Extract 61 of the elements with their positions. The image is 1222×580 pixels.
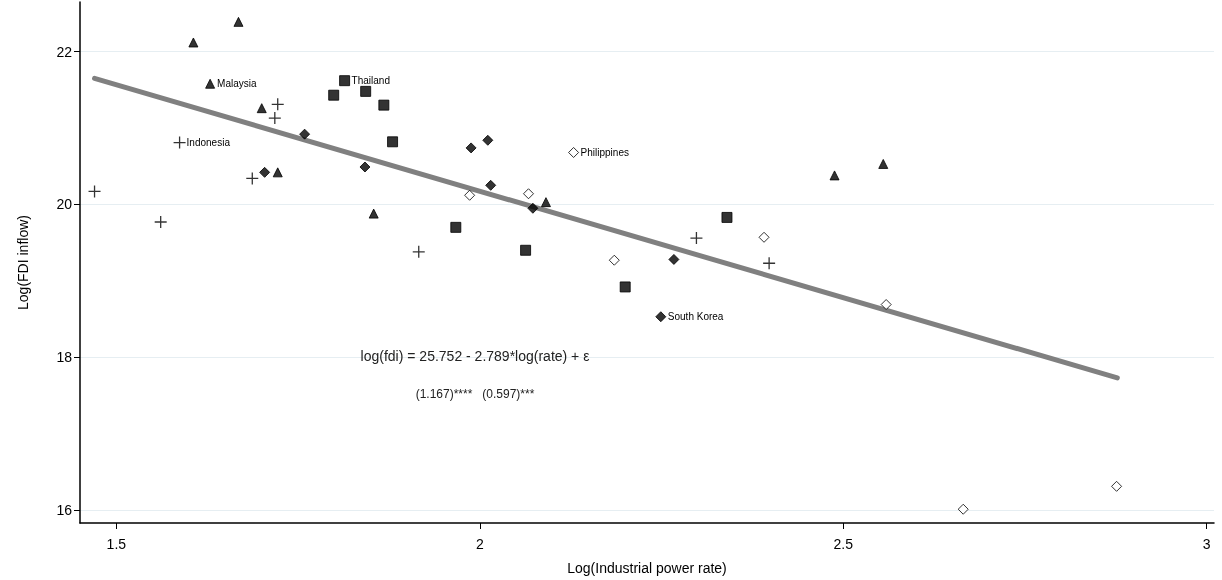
point bbox=[721, 211, 733, 223]
annotation: Philippines bbox=[580, 146, 629, 158]
x-tick-label: 3 bbox=[1202, 536, 1211, 552]
y-tick-label: 18 bbox=[56, 349, 73, 366]
point bbox=[1111, 480, 1123, 492]
point bbox=[957, 503, 969, 515]
point bbox=[689, 231, 704, 245]
point bbox=[360, 85, 372, 97]
annotation: log(fdi) = 25.752 - 2.789*log(rate) + ε bbox=[360, 348, 590, 364]
point bbox=[568, 146, 580, 158]
point bbox=[608, 254, 620, 266]
point bbox=[482, 134, 494, 146]
point bbox=[668, 253, 680, 265]
x-tick-label: 2 bbox=[475, 536, 484, 552]
x-tick-label: 2.5 bbox=[833, 536, 854, 552]
annotation: South Korea bbox=[667, 311, 724, 323]
point bbox=[233, 16, 244, 27]
point bbox=[762, 256, 776, 270]
point bbox=[829, 170, 840, 181]
point bbox=[758, 231, 770, 243]
point bbox=[188, 37, 199, 48]
annotation: Indonesia bbox=[186, 137, 231, 149]
point bbox=[359, 161, 371, 173]
point bbox=[523, 188, 535, 200]
point bbox=[368, 208, 379, 219]
point bbox=[272, 167, 283, 178]
point bbox=[328, 89, 340, 101]
point bbox=[378, 99, 390, 111]
point bbox=[878, 158, 889, 169]
annotation: (1.167)**** (0.597)*** bbox=[415, 387, 535, 401]
annotation: Thailand bbox=[351, 75, 390, 87]
point bbox=[655, 311, 667, 323]
point bbox=[154, 215, 168, 229]
y-tick-label: 16 bbox=[56, 502, 73, 519]
point bbox=[619, 281, 631, 293]
y-tick-label: 20 bbox=[56, 196, 73, 213]
point bbox=[465, 142, 477, 154]
point bbox=[485, 179, 497, 191]
y-axis-title: Log(FDI inflow) bbox=[15, 215, 31, 310]
x-tick-label: 1.5 bbox=[106, 536, 127, 552]
x-axis-title: Log(Industrial power rate) bbox=[567, 560, 727, 576]
point bbox=[245, 171, 259, 186]
point bbox=[172, 135, 187, 150]
point bbox=[268, 111, 282, 125]
point bbox=[450, 221, 462, 233]
y-tick-label: 22 bbox=[56, 43, 73, 60]
point bbox=[271, 97, 285, 112]
point bbox=[259, 166, 271, 178]
point bbox=[412, 245, 426, 259]
point bbox=[387, 136, 399, 148]
point bbox=[339, 75, 351, 87]
annotation: Malaysia bbox=[217, 78, 258, 90]
point bbox=[256, 103, 267, 114]
point bbox=[464, 189, 476, 201]
point bbox=[520, 244, 532, 256]
point bbox=[540, 197, 551, 208]
point bbox=[299, 128, 311, 140]
point bbox=[87, 184, 102, 199]
point bbox=[527, 202, 539, 214]
point bbox=[205, 78, 216, 89]
point bbox=[880, 299, 892, 311]
